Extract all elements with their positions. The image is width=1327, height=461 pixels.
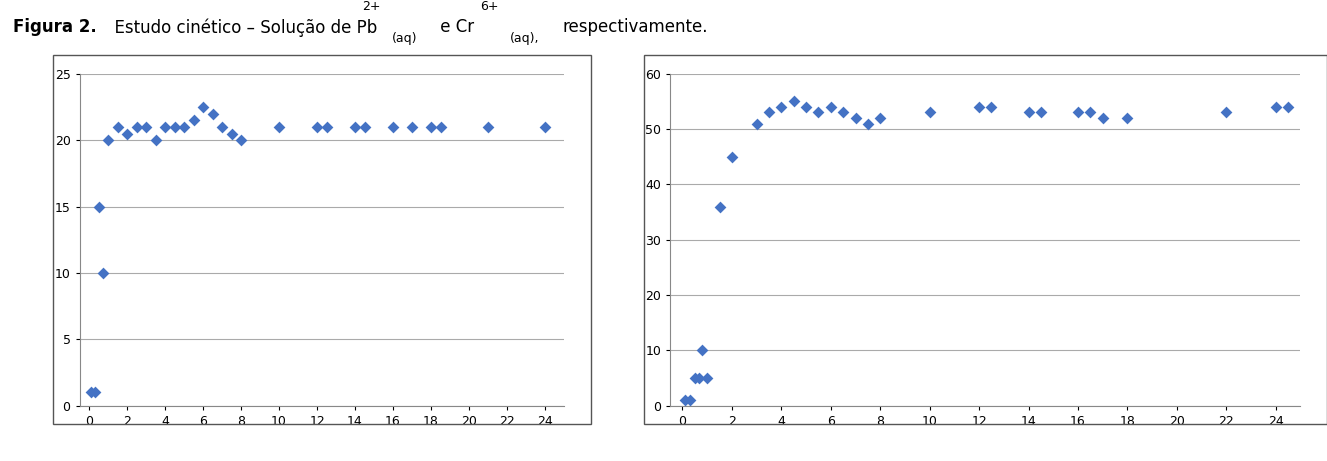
Point xyxy=(117,130,138,137)
Point xyxy=(1278,103,1299,111)
Point xyxy=(783,98,804,105)
Point xyxy=(154,123,175,130)
Point xyxy=(165,123,186,130)
Text: (aq),: (aq), xyxy=(510,32,539,45)
Point xyxy=(231,136,252,144)
Point xyxy=(202,110,223,117)
Point xyxy=(674,396,695,404)
Point xyxy=(307,123,328,130)
Point xyxy=(1092,114,1113,122)
Point xyxy=(401,123,422,130)
Point xyxy=(920,109,941,116)
Point xyxy=(107,123,129,130)
Point xyxy=(691,347,713,354)
Text: e Cr: e Cr xyxy=(435,18,474,36)
Point xyxy=(316,123,337,130)
Point xyxy=(1018,109,1039,116)
Text: 2+: 2+ xyxy=(362,0,381,13)
Point xyxy=(183,117,204,124)
Point xyxy=(697,374,718,382)
Text: 6+: 6+ xyxy=(480,0,499,13)
Text: Estudo cinético – Solução de Pb: Estudo cinético – Solução de Pb xyxy=(104,18,377,37)
Point xyxy=(192,103,214,111)
Point xyxy=(771,103,792,111)
Point xyxy=(1030,109,1051,116)
Point xyxy=(81,389,102,396)
Point xyxy=(709,203,730,210)
Point xyxy=(679,396,701,404)
Point xyxy=(145,136,166,144)
Point xyxy=(97,136,118,144)
Point xyxy=(1067,109,1088,116)
Point xyxy=(93,269,114,277)
Point xyxy=(535,123,556,130)
Point xyxy=(84,389,105,396)
Point xyxy=(88,203,109,210)
Point xyxy=(1265,103,1286,111)
Point xyxy=(845,114,867,122)
Text: Figura 2.: Figura 2. xyxy=(13,18,97,36)
Point xyxy=(722,153,743,160)
Text: (aq): (aq) xyxy=(391,32,417,45)
Point xyxy=(759,109,780,116)
Point xyxy=(478,123,499,130)
Point xyxy=(869,114,890,122)
Point xyxy=(211,123,232,130)
Point xyxy=(382,123,403,130)
Point xyxy=(857,120,878,127)
Point xyxy=(795,103,816,111)
Point xyxy=(969,103,990,111)
Point xyxy=(174,123,195,130)
Point xyxy=(832,109,853,116)
Point xyxy=(135,123,157,130)
Point xyxy=(345,123,366,130)
Point xyxy=(354,123,376,130)
Point xyxy=(808,109,829,116)
Point xyxy=(222,130,243,137)
Point xyxy=(268,123,289,130)
Point xyxy=(746,120,767,127)
Point xyxy=(685,374,706,382)
Point xyxy=(687,374,709,382)
Point xyxy=(421,123,442,130)
Point xyxy=(1216,109,1237,116)
Point xyxy=(981,103,1002,111)
Point xyxy=(126,123,147,130)
Point xyxy=(1117,114,1139,122)
Point xyxy=(1080,109,1101,116)
Text: respectivamente.: respectivamente. xyxy=(563,18,709,36)
Point xyxy=(820,103,841,111)
Point xyxy=(430,123,451,130)
